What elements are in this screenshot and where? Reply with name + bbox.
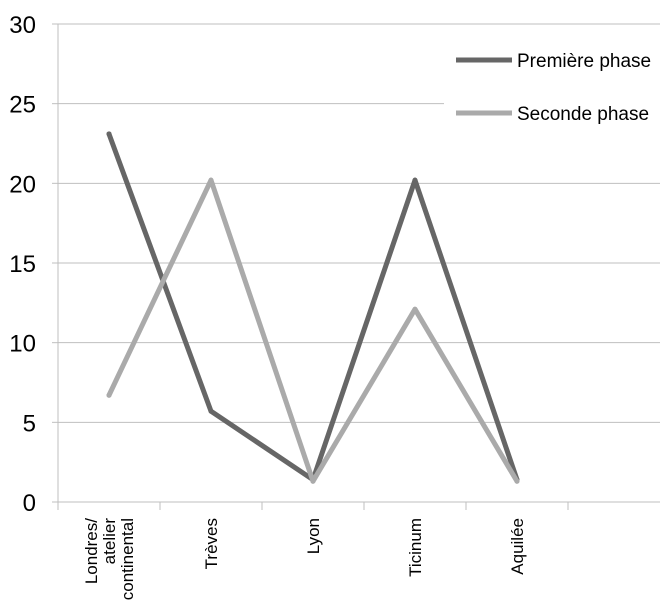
series-0-point-1 (208, 408, 214, 414)
series-0-point-3 (412, 177, 418, 183)
x-tick-label-1-line-0: Trèves (202, 518, 221, 569)
series-1-point-2 (310, 478, 316, 484)
x-tick-label-3-line-0: Ticinum (406, 518, 425, 577)
x-tick-marks (57, 502, 569, 510)
y-tick-label-10: 10 (9, 331, 36, 358)
series-0-point-0 (106, 131, 112, 137)
series-line-0 (106, 131, 520, 483)
x-tick-label-0-line-2: continental (118, 518, 137, 600)
legend-label-0: Première phase (517, 51, 651, 72)
series-lines (106, 131, 520, 484)
y-tick-label-25: 25 (9, 92, 36, 119)
x-tick-label-0-line-0: Londres/ (82, 518, 101, 584)
series-line-1 (106, 177, 520, 484)
y-tick-label-0: 0 (23, 490, 36, 517)
x-tick-labels: Londres/atelier continental Trèves Lyon Tici… (82, 518, 527, 601)
x-tick-label-4-line-0: Aquilée (508, 518, 527, 575)
y-tick-label-5: 5 (23, 410, 36, 437)
y-tick-label-30: 30 (9, 12, 36, 39)
series-1-point-4 (514, 478, 520, 484)
x-tick-label-0-line-1: atelier (100, 518, 119, 565)
legend-label-1: Seconde phase (517, 104, 649, 125)
series-1-point-1 (208, 177, 214, 183)
y-tick-label-15: 15 (9, 251, 36, 278)
y-tick-labels: 0 5 10 15 20 25 30 (9, 12, 36, 517)
series-1-point-0 (106, 392, 112, 398)
series-1-point-3 (412, 306, 418, 312)
legend: Première phase Seconde phase (456, 51, 651, 125)
y-tick-label-20: 20 (9, 171, 36, 198)
legend-background (444, 40, 660, 140)
x-tick-label-2-line-0: Lyon (304, 518, 323, 554)
